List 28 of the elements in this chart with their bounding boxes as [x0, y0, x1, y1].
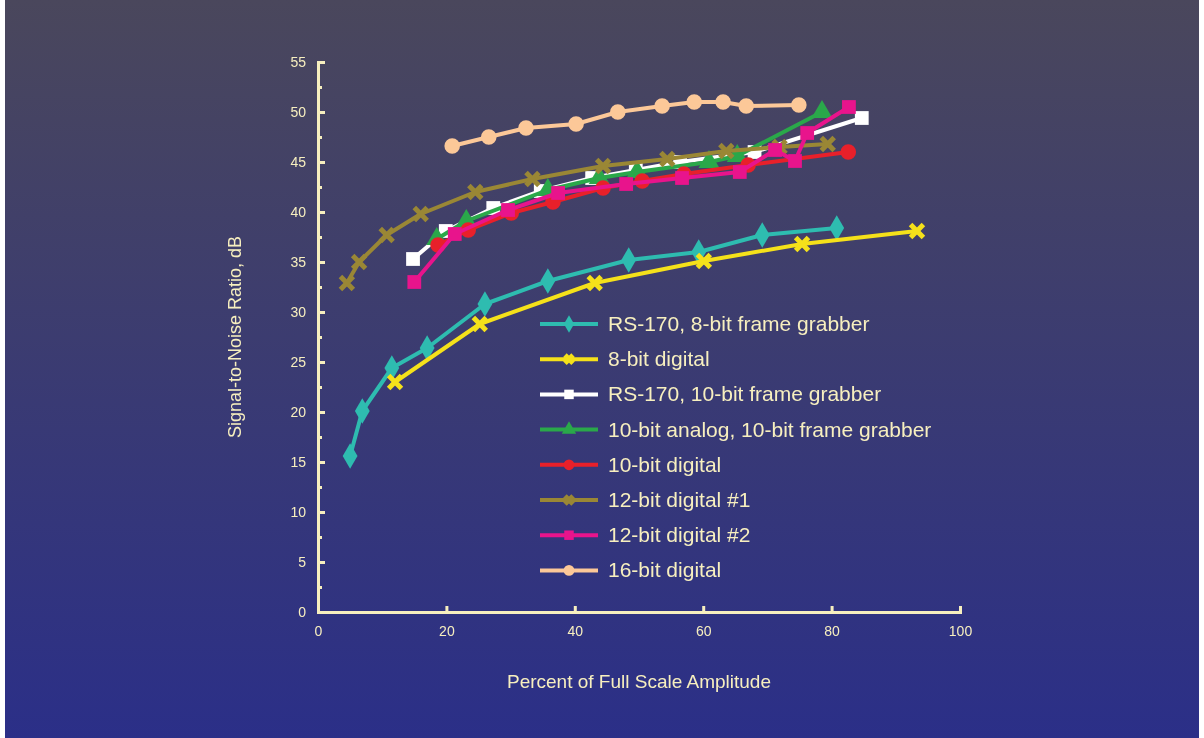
y-tick-label: 20: [290, 403, 307, 420]
x-tick-label: 0: [314, 622, 323, 639]
y-tick-label: 45: [290, 153, 307, 170]
legend-label: 12-bit digital #1: [608, 488, 751, 511]
y-tick-label: 5: [298, 553, 307, 570]
x-axis-title: Percent of Full Scale Amplitude: [506, 671, 772, 692]
y-tick-label: 40: [290, 203, 307, 220]
y-tick-label: 10: [290, 503, 307, 520]
x-tick-label: 40: [567, 622, 584, 639]
legend-label: 10-bit analog, 10-bit frame grabber: [608, 417, 932, 441]
y-tick-label: 30: [290, 303, 307, 320]
y-axis-title: Signal-to-Noise Ratio, dB: [225, 235, 245, 439]
y-tick-label: 35: [290, 253, 307, 270]
x-tick-label: 80: [824, 622, 841, 639]
legend-label: 16-bit digital: [608, 558, 722, 582]
x-tick-label: 100: [948, 622, 973, 639]
x-tick-label: 60: [695, 622, 712, 639]
legend-label: 12-bit digital #2: [608, 523, 751, 547]
legend-label: 10-bit digital: [608, 452, 722, 476]
y-tick-label: 50: [290, 103, 307, 120]
y-tick-label: 0: [298, 603, 307, 620]
legend-label: RS-170, 10-bit frame grabber: [608, 382, 882, 406]
y-tick-label: 15: [290, 453, 307, 470]
y-tick-label: 25: [290, 353, 307, 370]
y-tick-label: 55: [290, 53, 307, 70]
legend-label: RS-170, 8-bit frame grabber: [608, 312, 870, 335]
legend-label: 8-bit digital: [608, 347, 710, 371]
x-tick-label: 20: [439, 622, 455, 639]
